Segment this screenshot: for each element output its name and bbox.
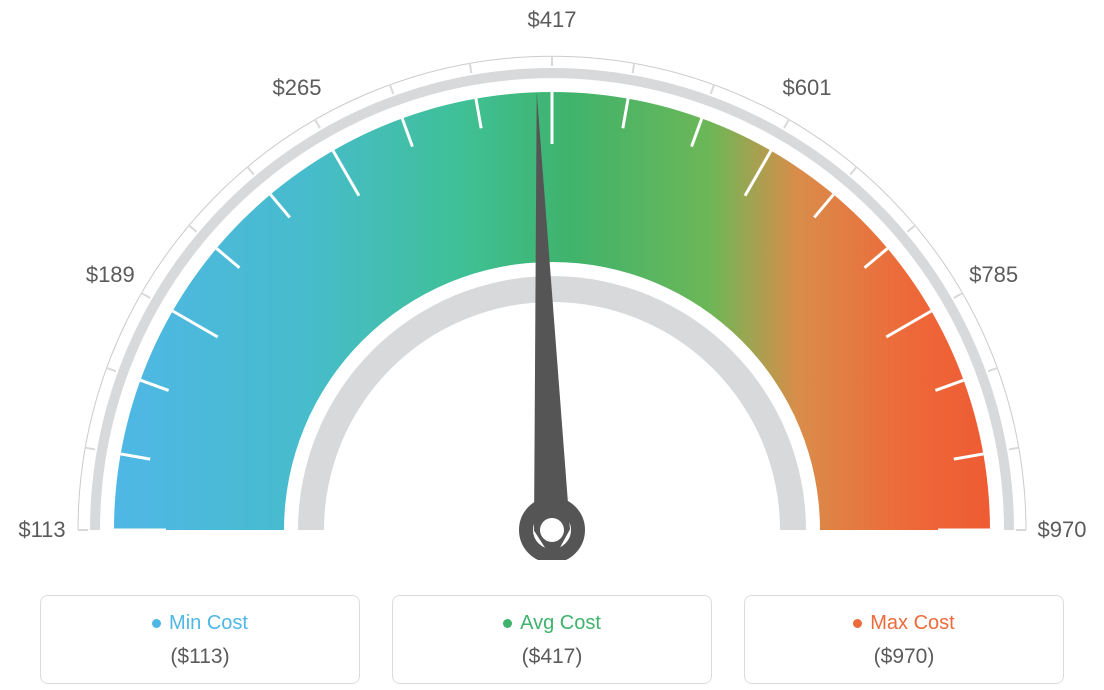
legend-title-avg: Avg Cost <box>503 612 601 635</box>
gauge-tick-label: $970 <box>1038 517 1087 543</box>
gauge-tick-label: $785 <box>969 262 1018 288</box>
gauge-tick-label: $601 <box>783 75 832 101</box>
dot-icon <box>853 619 862 628</box>
legend-title-text: Min Cost <box>169 612 248 635</box>
legend-title-min: Min Cost <box>152 612 248 635</box>
gauge-tick-label: $113 <box>18 517 65 543</box>
cost-gauge: $113 $189 $265 $417 $601 $785 $970 <box>0 0 1104 560</box>
legend-title-text: Avg Cost <box>520 612 601 635</box>
gauge-tick-label: $189 <box>86 262 135 288</box>
legend-value-min: ($113) <box>51 645 349 669</box>
legend-row: Min Cost ($113) Avg Cost ($417) Max Cost… <box>0 595 1104 684</box>
legend-card-min: Min Cost ($113) <box>40 595 360 684</box>
gauge-svg <box>0 0 1104 560</box>
gauge-tick-label: $265 <box>273 75 322 101</box>
legend-value-max: ($970) <box>755 645 1053 669</box>
legend-title-max: Max Cost <box>853 612 954 635</box>
gauge-tick-label: $417 <box>528 7 577 33</box>
legend-value-avg: ($417) <box>403 645 701 669</box>
legend-card-max: Max Cost ($970) <box>744 595 1064 684</box>
dot-icon <box>503 619 512 628</box>
legend-card-avg: Avg Cost ($417) <box>392 595 712 684</box>
legend-title-text: Max Cost <box>870 612 954 635</box>
dot-icon <box>152 619 161 628</box>
